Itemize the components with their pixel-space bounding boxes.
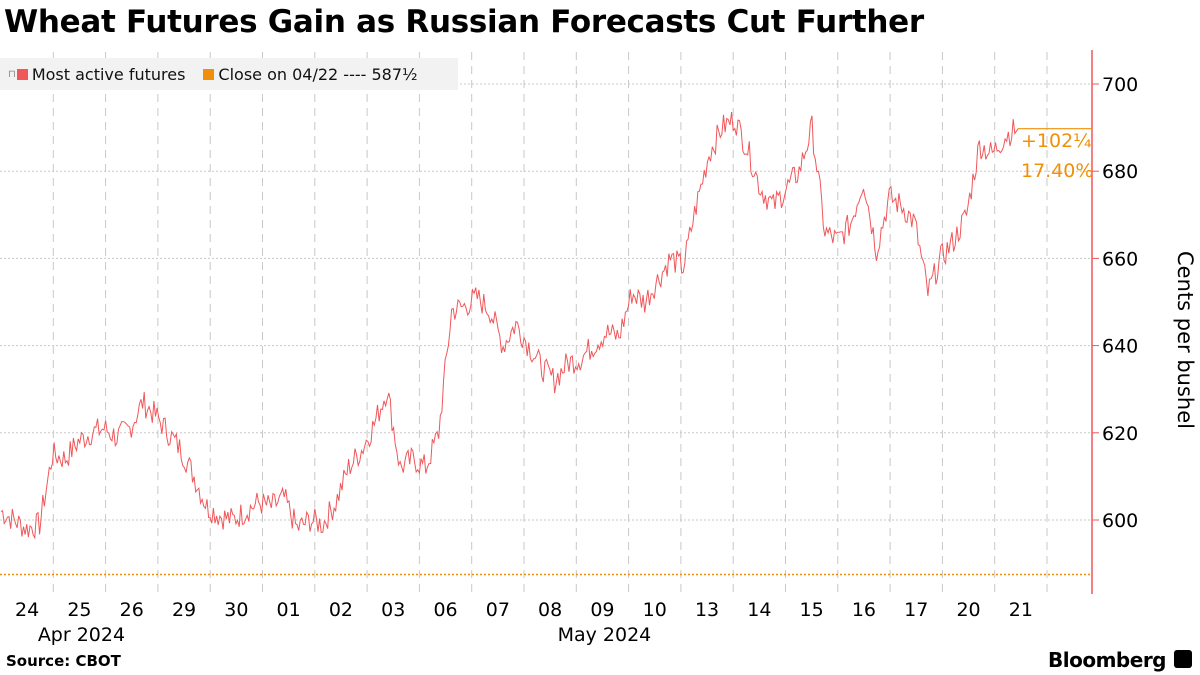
y-tick-label: 660 (1102, 248, 1138, 270)
x-tick-label: 30 (224, 599, 248, 621)
legend-toggle-icon[interactable]: ⊓ (8, 68, 16, 80)
brand-logo: Bloomberg (1048, 648, 1166, 672)
x-tick-label: 03 (381, 599, 405, 621)
x-tick-label: 25 (67, 599, 91, 621)
bloomberg-terminal-icon (1174, 650, 1192, 668)
y-tick-label: 680 (1102, 161, 1138, 183)
legend: ⊓ Most active futures Close on 04/22 ---… (0, 58, 458, 90)
change-annotation: +102¼ (1021, 130, 1092, 152)
x-tick-label: 02 (329, 599, 353, 621)
x-month-label: May 2024 (558, 624, 652, 646)
chart-title: Wheat Futures Gain as Russian Forecasts … (4, 4, 924, 40)
x-tick-label: 13 (695, 599, 719, 621)
series-line-most-active-futures (0, 112, 1019, 540)
y-tick-label: 640 (1102, 336, 1138, 358)
legend-item-futures[interactable]: Most active futures (16, 64, 186, 84)
legend-swatch-futures (16, 68, 28, 80)
x-tick-label: 17 (904, 599, 928, 621)
x-tick-label: 07 (486, 599, 510, 621)
x-tick-label: 01 (277, 599, 301, 621)
x-month-label: Apr 2024 (38, 624, 125, 646)
x-tick-label: 26 (120, 599, 144, 621)
x-tick-label: 09 (590, 599, 614, 621)
percent-annotation: 17.40% (1021, 160, 1093, 182)
legend-swatch-close (203, 68, 215, 80)
legend-item-close[interactable]: Close on 04/22 ---- 587½ (199, 64, 418, 84)
legend-label-close: Close on 04/22 ---- 587½ (218, 64, 418, 84)
y-tick-label: 600 (1102, 510, 1138, 532)
x-tick-label: 29 (172, 599, 196, 621)
x-tick-label: 10 (643, 599, 667, 621)
y-tick-label: 700 (1102, 74, 1138, 96)
x-tick-label: 14 (747, 599, 771, 621)
y-tick-label: 620 (1102, 423, 1138, 445)
x-tick-label: 20 (956, 599, 980, 621)
legend-label-futures: Most active futures (31, 64, 186, 84)
x-tick-label: 06 (433, 599, 457, 621)
x-tick-label: 16 (852, 599, 876, 621)
x-tick-label: 15 (800, 599, 824, 621)
x-tick-label: 08 (538, 599, 562, 621)
x-tick-label: 24 (15, 599, 39, 621)
y-axis-label: Cents per bushel (1173, 251, 1197, 429)
source-note: Source: CBOT (6, 652, 121, 670)
x-tick-label: 21 (1009, 599, 1033, 621)
